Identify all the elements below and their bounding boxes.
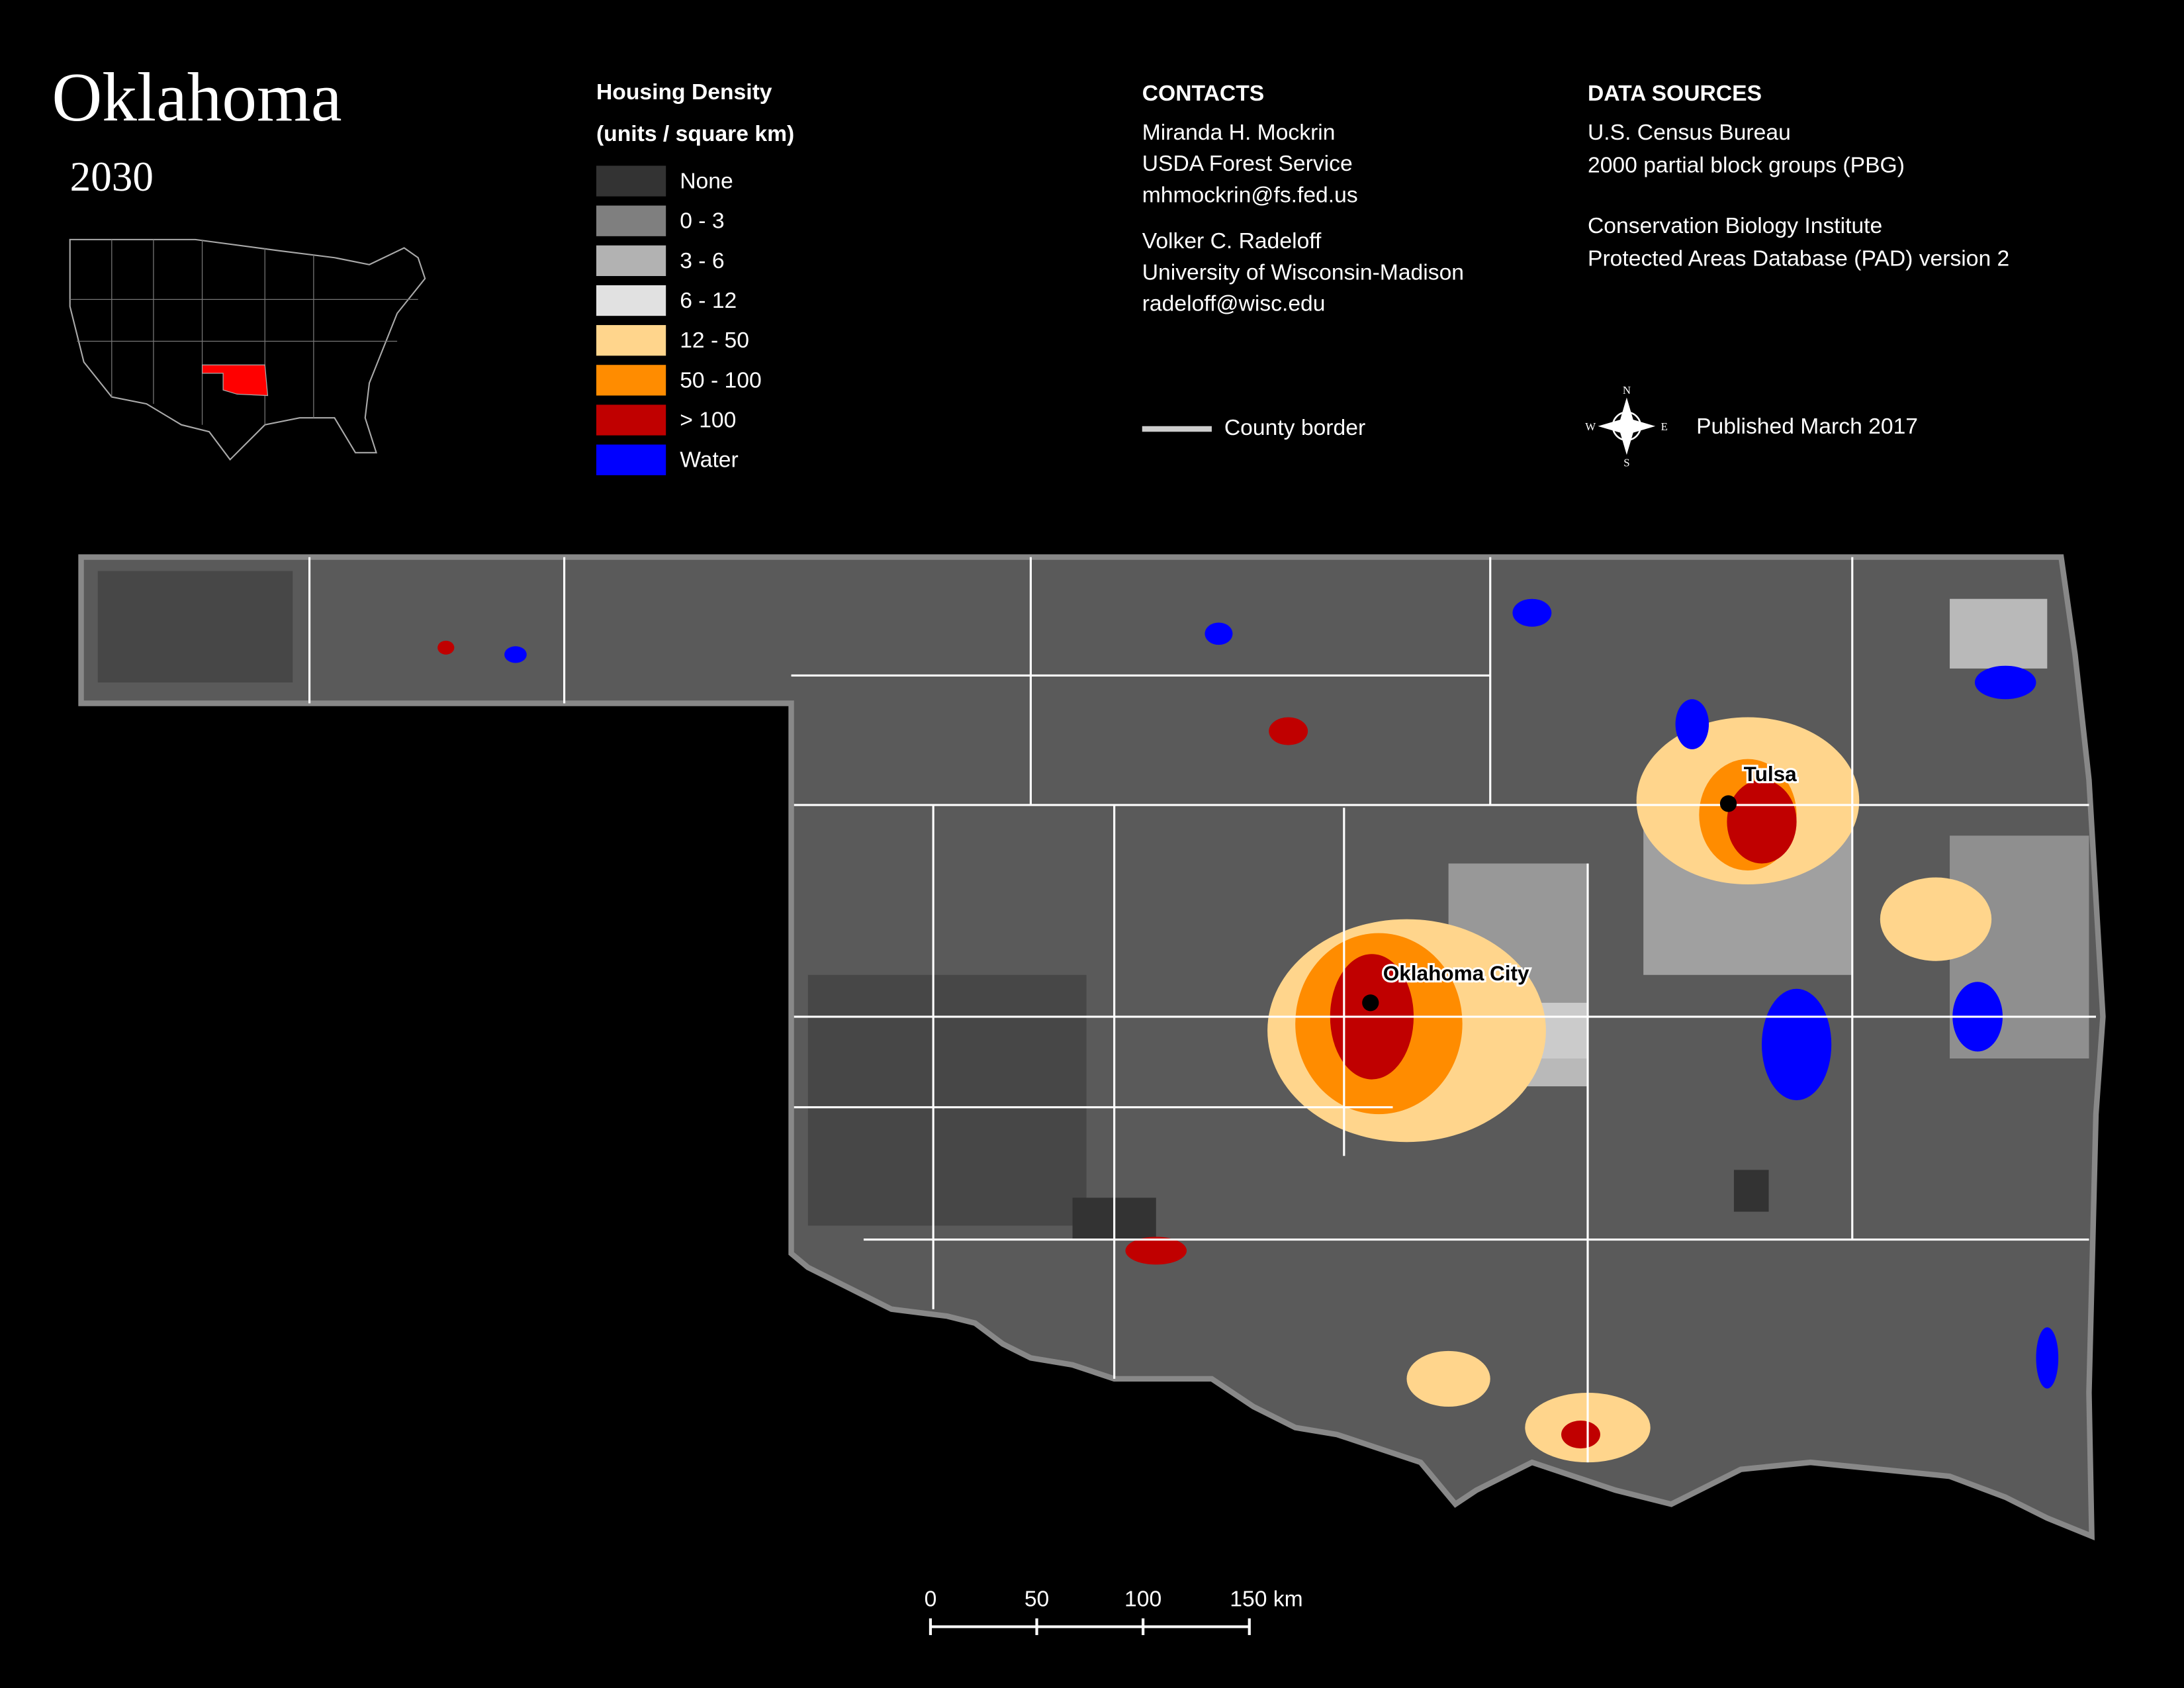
city-label: Tulsa <box>1744 762 1797 786</box>
cities: Tulsa Oklahoma City <box>1362 760 1799 1011</box>
legend-swatch <box>596 444 666 475</box>
title: Oklahoma <box>52 58 341 136</box>
legend-label: 12 - 50 <box>680 328 749 353</box>
contact-line: radeloff@wisc.edu <box>1142 292 1326 316</box>
us-outline <box>69 238 426 461</box>
contact-line: Volker C. Radeloff <box>1142 229 1322 254</box>
sources-heading: DATA SOURCES <box>1588 81 1762 106</box>
legend-swatch <box>596 285 666 316</box>
legend-label: 0 - 3 <box>680 209 724 234</box>
density-patch <box>1205 622 1233 645</box>
state-map <box>78 554 2106 1540</box>
year: 2030 <box>70 154 154 200</box>
density-patch <box>437 640 455 655</box>
oklahoma-highlight <box>201 364 269 397</box>
legend-swatch <box>596 404 666 436</box>
density-patch <box>1269 717 1308 745</box>
density-patch <box>97 571 293 682</box>
source-line: U.S. Census Bureau <box>1588 120 1791 145</box>
scale-label: 0 <box>925 1587 937 1611</box>
us-state-lines <box>69 239 418 425</box>
density-patch <box>1406 1350 1490 1407</box>
density-patch <box>1880 877 1992 961</box>
density-patch <box>807 974 1087 1226</box>
scale-label: 100 <box>1124 1587 1161 1611</box>
us-inset <box>69 238 426 461</box>
density-patch <box>1561 1421 1600 1449</box>
density-patch <box>1762 988 1832 1101</box>
legend-subtitle: (units / square km) <box>596 122 794 146</box>
city-dot <box>1362 994 1379 1011</box>
density-patch <box>1512 598 1552 627</box>
scale-label: 50 <box>1024 1587 1049 1611</box>
source-line: Protected Areas Database (PAD) version 2 <box>1588 246 2009 271</box>
contact-line: Miranda H. Mockrin <box>1142 120 1336 145</box>
compass-e: E <box>1661 420 1668 433</box>
oklahoma-outline <box>78 554 2106 1540</box>
compass: N E S W <box>1585 384 1668 469</box>
density-patch <box>1733 1170 1769 1212</box>
legend-swatch <box>596 325 666 356</box>
city-label: Oklahoma City <box>1383 961 1529 985</box>
contact-line: mhmockrin@fs.fed.us <box>1142 183 1358 208</box>
contacts: CONTACTS Miranda H. Mockrin USDA Forest S… <box>1142 81 1464 316</box>
contact-line: USDA Forest Service <box>1142 152 1353 176</box>
source-line: 2000 partial block groups (PBG) <box>1588 153 1905 177</box>
density-patch <box>1125 1237 1187 1265</box>
legend-swatch <box>596 205 666 236</box>
scale-label: 150 km <box>1230 1587 1302 1611</box>
density-patch <box>1950 598 2048 669</box>
scale-bar: 0 50 100 150 km <box>925 1587 1303 1636</box>
county-border-label: County border <box>1224 416 1365 440</box>
contacts-heading: CONTACTS <box>1142 81 1264 106</box>
density-patch <box>504 646 527 663</box>
city-dot <box>1719 795 1737 812</box>
legend-swatch <box>596 165 666 197</box>
contact-line: University of Wisconsin-Madison <box>1142 260 1464 285</box>
legend-label: 50 - 100 <box>680 368 762 393</box>
density-patch <box>1675 699 1709 749</box>
legend-swatch <box>596 365 666 396</box>
source-line: Conservation Biology Institute <box>1588 214 1882 238</box>
data-sources: DATA SOURCES U.S. Census Bureau 2000 part… <box>1588 81 2009 271</box>
published: Published March 2017 <box>1696 414 1918 439</box>
legend-label: 3 - 6 <box>680 249 724 273</box>
compass-n: N <box>1623 384 1631 397</box>
density-patches <box>97 571 2089 1463</box>
legend-label: None <box>680 169 733 194</box>
compass-s: S <box>1623 456 1629 469</box>
density-patch <box>1727 780 1797 864</box>
county-lines <box>308 557 2096 1463</box>
legend-swatch <box>596 245 666 277</box>
legend-title: Housing Density <box>596 80 772 105</box>
legend: Housing Density (units / square km) None… <box>596 80 794 475</box>
density-patch <box>1974 665 2036 700</box>
density-patch <box>2036 1327 2059 1389</box>
legend-label: > 100 <box>680 408 736 433</box>
compass-w: W <box>1585 420 1596 433</box>
legend-label: 6 - 12 <box>680 289 737 313</box>
legend-label: Water <box>680 448 739 473</box>
